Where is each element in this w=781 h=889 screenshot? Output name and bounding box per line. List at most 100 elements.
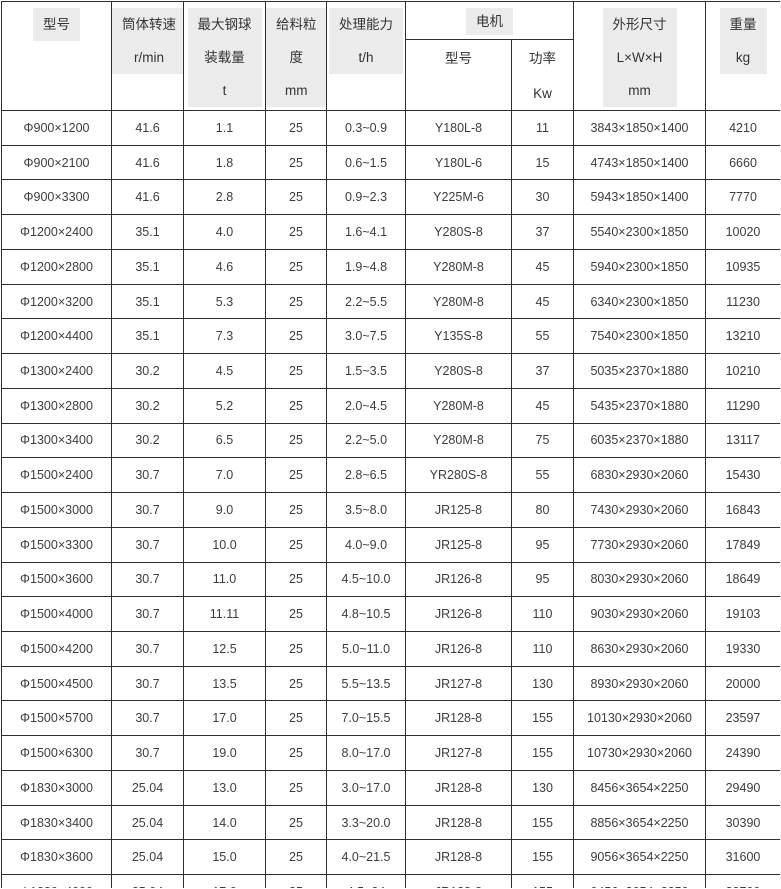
cell-motor-power-kw: 130	[511, 665, 574, 702]
cell-model: Φ1500×4500	[1, 665, 112, 702]
cell-motor-model: Y280S-8	[405, 353, 512, 389]
cell-motor-model: JR126-8	[405, 561, 512, 598]
cell-model: Φ1830×4000	[1, 874, 112, 888]
cell-max-ball-load-t: 5.3	[183, 283, 266, 320]
cell-model: Φ1500×3600	[1, 561, 112, 598]
cell-dimensions-mm: 9456×3654×2250	[573, 874, 706, 888]
cell-dimensions-mm: 10730×2930×2060	[573, 735, 706, 771]
header-feed-size-unit: mm	[285, 83, 308, 98]
cell-motor-model: Y180L-6	[405, 144, 512, 181]
cell-speed-rpm: 25.04	[111, 839, 184, 876]
table-row: Φ1500×4000 30.7 11.11 25 4.8~10.5 JR126-8 110 9…	[1, 596, 780, 633]
cell-model: Φ1200×4400	[1, 318, 112, 355]
cell-feed-size-mm: 25	[265, 110, 327, 146]
cell-speed-rpm: 25.04	[111, 804, 184, 841]
table-row: Φ1200×3200 35.1 5.3 25 2.2~5.5 Y280M-8 45 6340×…	[1, 283, 780, 320]
cell-dimensions-mm: 7430×2930×2060	[573, 492, 706, 528]
header-motor-model: 型号	[405, 39, 512, 111]
cell-motor-model: JR126-8	[405, 596, 512, 633]
cell-model: Φ1200×3200	[1, 283, 112, 320]
cell-weight-kg: 17849	[705, 526, 780, 563]
cell-feed-size-mm: 25	[265, 561, 327, 598]
cell-feed-size-mm: 25	[265, 422, 327, 459]
cell-motor-power-kw: 37	[511, 353, 574, 389]
header-motor-power-label: 功率	[529, 51, 556, 66]
cell-weight-kg: 24390	[705, 735, 780, 771]
cell-motor-model: Y225M-6	[405, 179, 512, 216]
cell-feed-size-mm: 25	[265, 526, 327, 563]
cell-motor-power-kw: 155	[511, 874, 574, 888]
cell-model: Φ1300×3400	[1, 422, 112, 459]
header-feed-size-label2: 度	[289, 50, 304, 65]
cell-feed-size-mm: 25	[265, 457, 327, 494]
table-row: Φ1200×2400 35.1 4.0 25 1.6~4.1 Y280S-8 37 5540×…	[1, 214, 780, 250]
header-speed-unit: r/min	[134, 50, 164, 65]
cell-model: Φ900×3300	[1, 179, 112, 216]
cell-feed-size-mm: 25	[265, 144, 327, 181]
cell-capacity-tph: 2.2~5.5	[326, 283, 406, 320]
cell-speed-rpm: 30.7	[111, 596, 184, 633]
header-motor-model-label: 型号	[445, 51, 472, 66]
cell-dimensions-mm: 5540×2300×1850	[573, 214, 706, 250]
table-row: Φ1500×3300 30.7 10.0 25 4.0~9.0 JR125-8 95 7730…	[1, 526, 780, 563]
cell-motor-model: JR127-8	[405, 665, 512, 702]
cell-capacity-tph: 4.8~10.5	[326, 596, 406, 633]
cell-dimensions-mm: 8030×2930×2060	[573, 561, 706, 598]
cell-capacity-tph: 4.5~10.0	[326, 561, 406, 598]
cell-speed-rpm: 30.7	[111, 665, 184, 702]
cell-dimensions-mm: 6830×2930×2060	[573, 457, 706, 494]
cell-speed-rpm: 30.7	[111, 700, 184, 737]
cell-speed-rpm: 41.6	[111, 179, 184, 216]
cell-motor-model: Y280M-8	[405, 387, 512, 424]
cell-weight-kg: 32700	[705, 874, 780, 888]
header-model-highlight: 型号	[33, 8, 80, 41]
cell-model: Φ1500×3300	[1, 526, 112, 563]
cell-motor-power-kw: 110	[511, 596, 574, 633]
cell-max-ball-load-t: 12.5	[183, 631, 266, 667]
cell-motor-model: JR128-8	[405, 804, 512, 841]
cell-max-ball-load-t: 19.0	[183, 735, 266, 771]
cell-max-ball-load-t: 17.0	[183, 874, 266, 888]
cell-capacity-tph: 0.9~2.3	[326, 179, 406, 216]
cell-speed-rpm: 30.2	[111, 422, 184, 459]
cell-dimensions-mm: 6340×2300×1850	[573, 283, 706, 320]
cell-max-ball-load-t: 14.0	[183, 804, 266, 841]
header-ball-load: 最大钢球 装载量 t	[183, 1, 266, 111]
cell-feed-size-mm: 25	[265, 631, 327, 667]
cell-feed-size-mm: 25	[265, 874, 327, 888]
cell-feed-size-mm: 25	[265, 248, 327, 285]
cell-feed-size-mm: 25	[265, 283, 327, 320]
cell-dimensions-mm: 3843×1850×1400	[573, 110, 706, 146]
cell-max-ball-load-t: 17.0	[183, 700, 266, 737]
header-dimensions-label: 外形尺寸	[612, 17, 667, 32]
cell-motor-power-kw: 95	[511, 561, 574, 598]
table-row: Φ900×3300 41.6 2.8 25 0.9~2.3 Y225M-6 30 5943×1…	[1, 179, 780, 216]
cell-feed-size-mm: 25	[265, 839, 327, 876]
cell-max-ball-load-t: 11.0	[183, 561, 266, 598]
cell-dimensions-mm: 8456×3654×2250	[573, 769, 706, 806]
header-dimensions-formula: L×W×H	[616, 50, 663, 65]
header-model-label: 型号	[43, 17, 70, 32]
cell-motor-model: Y280M-8	[405, 283, 512, 320]
cell-feed-size-mm: 25	[265, 214, 327, 250]
header-motor-power: 功率 Kw	[511, 39, 574, 111]
cell-weight-kg: 29490	[705, 769, 780, 806]
cell-dimensions-mm: 9030×2930×2060	[573, 596, 706, 633]
cell-motor-power-kw: 95	[511, 526, 574, 563]
cell-motor-power-kw: 155	[511, 735, 574, 771]
cell-weight-kg: 20000	[705, 665, 780, 702]
table-row: Φ900×2100 41.6 1.8 25 0.6~1.5 Y180L-6 15 4743×1…	[1, 144, 780, 181]
cell-speed-rpm: 30.7	[111, 735, 184, 771]
cell-speed-rpm: 30.7	[111, 561, 184, 598]
table-row: Φ1300×2800 30.2 5.2 25 2.0~4.5 Y280M-8 45 5435×…	[1, 387, 780, 424]
table-header: 型号 筒体转速 r/min 最大钢球 装载量 t	[1, 1, 780, 111]
cell-max-ball-load-t: 11.11	[183, 596, 266, 633]
cell-weight-kg: 16843	[705, 492, 780, 528]
cell-weight-kg: 10210	[705, 353, 780, 389]
cell-dimensions-mm: 5035×2370×1880	[573, 353, 706, 389]
cell-motor-power-kw: 75	[511, 422, 574, 459]
cell-model: Φ1500×4200	[1, 631, 112, 667]
cell-motor-model: JR125-8	[405, 492, 512, 528]
cell-weight-kg: 11230	[705, 283, 780, 320]
cell-feed-size-mm: 25	[265, 804, 327, 841]
